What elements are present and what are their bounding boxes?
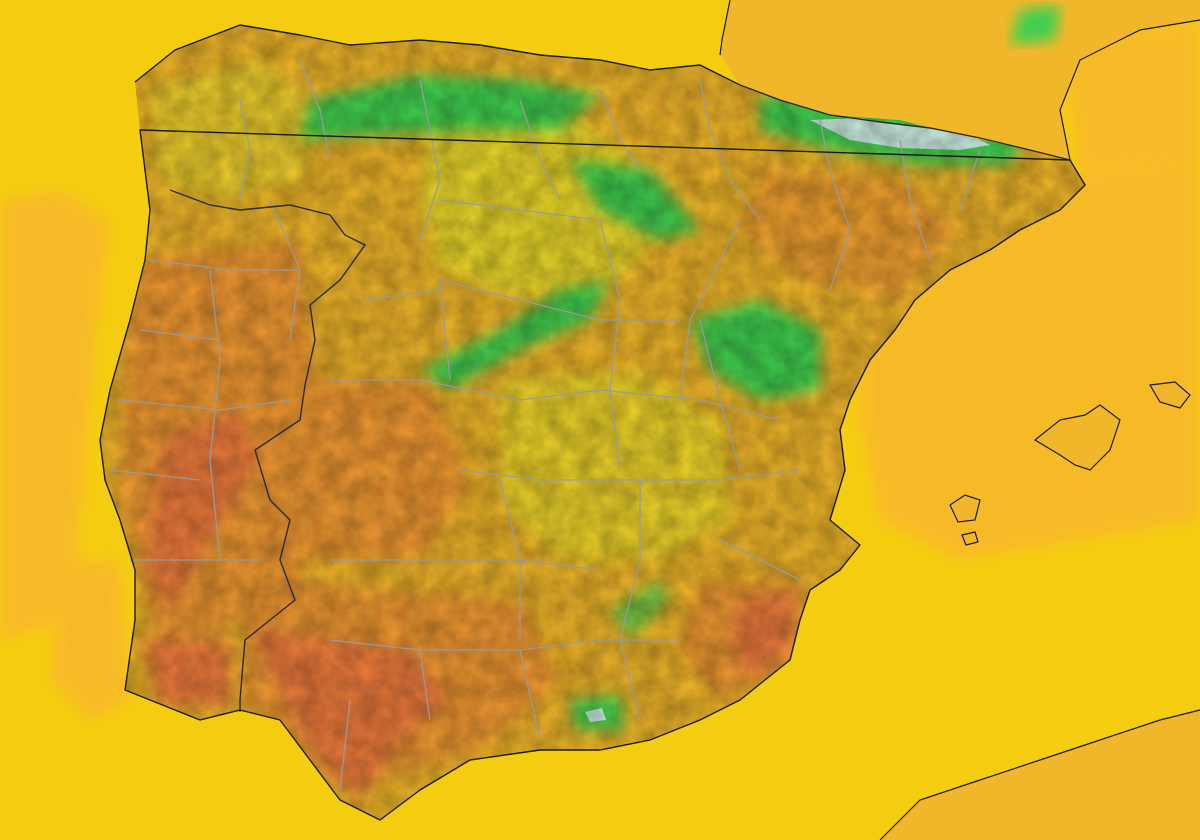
gulf-lion-warm-zone <box>1060 20 1200 170</box>
alps-green <box>1010 5 1060 45</box>
france-landmass <box>720 0 1200 160</box>
balearic-islands <box>949 381 1191 546</box>
menorca-island <box>1149 381 1191 409</box>
formentera-island <box>961 531 979 546</box>
ibiza-island <box>949 494 981 523</box>
atlantic-south-warm-zone <box>50 560 130 720</box>
france-coastline <box>719 0 1200 161</box>
north-africa-coastline <box>879 709 1200 840</box>
spain-portugal-border <box>169 189 367 712</box>
mallorca-island <box>1033 404 1121 471</box>
spain-france-border <box>739 84 1071 161</box>
peninsula-coastline <box>99 24 1086 821</box>
atlantic-warm-zone <box>0 190 110 640</box>
admin-borders <box>109 59 981 791</box>
north-africa-landmass <box>880 710 1200 840</box>
